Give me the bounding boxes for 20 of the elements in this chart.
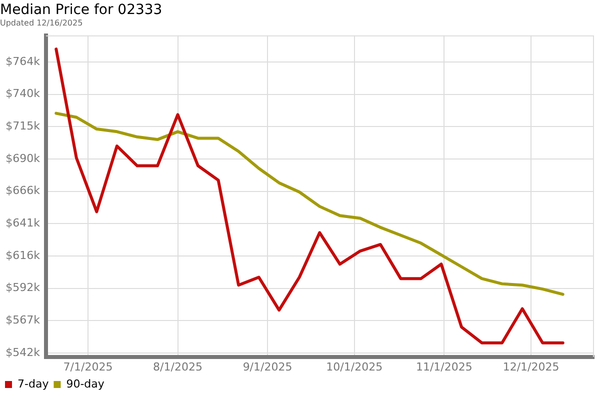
chart-subtitle: Updated 12/16/2025 (0, 18, 83, 28)
y-tick-label: $542k (6, 346, 41, 359)
x-tick-label: 8/1/2025 (153, 360, 202, 374)
chart-title: Median Price for 02333 (0, 2, 162, 18)
y-tick-label: $567k (6, 313, 41, 326)
legend-label: 90-day (66, 377, 105, 390)
x-tick-label: 10/1/2025 (326, 360, 383, 374)
y-tick-label: $616k (6, 248, 41, 262)
x-tick-label: 11/1/2025 (416, 360, 472, 374)
y-tick-label: $764k (6, 54, 41, 68)
y-tick-label: $740k (6, 87, 41, 100)
x-tick-label: 9/1/2025 (242, 360, 292, 374)
legend-label: 7-day (18, 377, 50, 390)
y-tick-label: $715k (6, 119, 41, 132)
x-tick-label: 12/1/2025 (502, 360, 560, 374)
y-tick-label: $641k (6, 216, 41, 230)
y-tick-label: $666k (6, 184, 41, 198)
x-tick-label: 7/1/2025 (63, 360, 113, 374)
y-tick-label: $690k (6, 152, 41, 165)
y-tick-label: $592k (6, 281, 41, 294)
